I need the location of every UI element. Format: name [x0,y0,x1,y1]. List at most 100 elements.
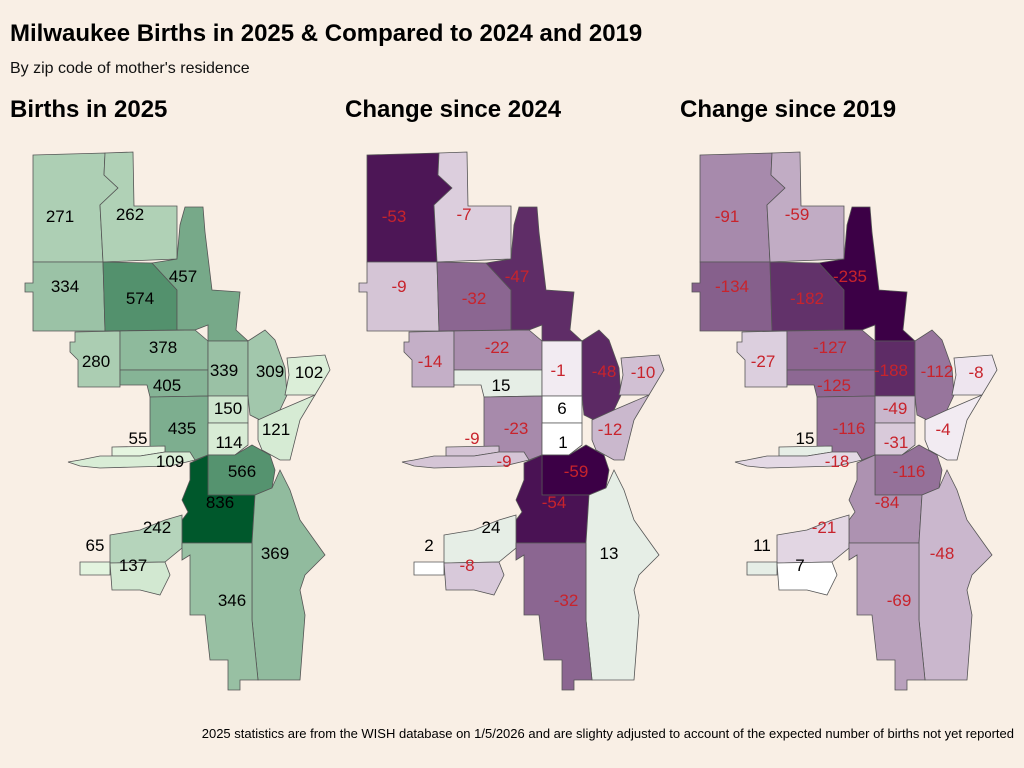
zip-value-label: 334 [51,277,79,296]
zip-value-label: 13 [600,544,619,563]
zip-value-label: 339 [210,361,238,380]
panel-title-births-2025: Births in 2025 [10,96,168,123]
zip-region [358,261,440,332]
source-note: 2025 statistics are from the WISH databa… [201,726,1014,741]
zip-value-label: 102 [295,363,323,382]
zip-value-label: 309 [256,362,284,381]
zip-region [401,451,530,469]
zip-region [109,561,171,596]
zip-value-label: 24 [482,518,501,537]
zip-value-label: -9 [464,429,479,448]
zip-value-label: 65 [86,536,105,555]
zip-value-label: -48 [592,362,617,381]
zip-value-label: 150 [214,399,242,418]
zip-region [874,422,916,456]
zip-region [776,561,838,596]
zip-value-label: -8 [968,363,983,382]
zip-region [207,422,249,456]
zip-region [257,394,316,461]
zip-region [251,469,326,681]
zip-value-label: -22 [485,338,510,357]
zip-value-label: 280 [82,352,110,371]
zip-region [413,561,445,576]
chart-title: Milwaukee Births in 2025 & Compared to 2… [10,20,643,47]
map-change_since_2019: -91 -59 -134 -182 -235 -27 -127 -125 -188 -112 -8 -… [691,151,998,691]
zip-value-label: -116 [833,419,866,438]
zip-value-label: -59 [564,462,589,481]
zip-value-label: 109 [156,452,184,471]
zip-value-label: 137 [119,556,147,575]
zip-region [914,329,955,421]
zip-value-label: -21 [812,518,837,537]
zip-value-label: -125 [817,376,851,395]
zip-value-label: -47 [505,267,530,286]
zip-value-label: -27 [751,352,776,371]
zip-value-label: -9 [496,452,511,471]
zip-value-label: -7 [456,205,471,224]
chart-subtitle: By zip code of mother's residence [10,60,250,77]
zip-region [591,394,650,461]
zip-value-label: -12 [598,420,623,439]
zip-region [585,469,660,681]
zip-region [99,151,178,263]
zip-value-label: -182 [790,289,824,308]
zip-region [581,329,622,421]
zip-value-label: -134 [715,277,749,296]
zip-region [766,151,845,263]
zip-value-label: 114 [215,433,242,452]
zip-value-label: 405 [153,376,181,395]
zip-value-label: -188 [874,361,908,380]
zip-value-label: 15 [796,429,815,448]
zip-region [746,561,778,576]
zip-value-label: 378 [149,338,177,357]
zip-value-label: 435 [168,419,196,438]
panel-title-change-2019: Change since 2019 [680,96,897,123]
zip-value-label: -1 [550,361,565,380]
zip-value-label: 121 [262,420,290,439]
zip-region [515,542,593,691]
zip-value-label: 271 [46,207,74,226]
zip-region [247,329,288,421]
zip-value-label: -4 [935,420,950,439]
zip-value-label: 574 [126,289,154,308]
zip-region [924,394,983,461]
zip-value-label: -59 [785,205,810,224]
zip-value-label: -84 [875,493,900,512]
zip-value-label: -112 [921,362,954,381]
zip-value-label: -14 [418,352,443,371]
zip-value-label: -32 [554,591,579,610]
zip-value-label: -127 [813,338,847,357]
zip-value-label: -91 [715,207,740,226]
zip-value-label: 262 [116,205,144,224]
zip-value-label: 7 [795,556,804,575]
zip-value-label: -235 [833,267,867,286]
zip-value-label: -10 [631,363,656,382]
zip-value-label: 55 [129,429,148,448]
zip-value-label: 836 [206,493,234,512]
zip-value-label: -9 [391,277,406,296]
zip-value-label: 566 [228,462,256,481]
zip-value-label: 1 [558,433,567,452]
zip-value-label: -18 [825,452,850,471]
zip-region [433,151,512,263]
zip-region [443,514,517,564]
zip-region [541,422,583,456]
zip-value-label: -116 [893,462,926,481]
zip-value-label: 346 [218,591,246,610]
zip-value-label: 242 [143,518,171,537]
zip-value-label: -53 [382,207,407,226]
zip-value-label: 6 [557,399,566,418]
zip-value-label: 11 [753,536,771,555]
zip-region [848,542,926,691]
zip-value-label: -48 [930,544,955,563]
zip-value-label: -69 [887,591,912,610]
zip-region [79,561,111,576]
zip-region [67,451,196,469]
zip-value-label: -23 [504,419,529,438]
panel-title-change-2024: Change since 2024 [345,96,562,123]
zip-region [918,469,993,681]
zip-value-label: 369 [261,544,289,563]
zip-value-label: -32 [462,289,487,308]
